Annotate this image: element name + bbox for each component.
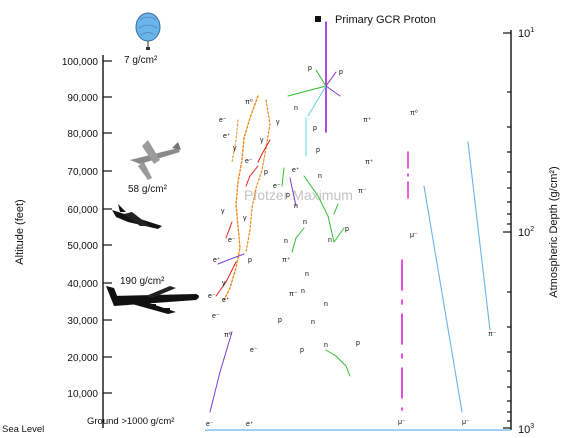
particle-label: p [248,257,252,264]
right-tick-label: 102 [518,226,534,239]
particle-label: e⁻ [206,421,214,428]
left-axis-ticks [103,60,112,394]
pfotzer-maximum-label: Pfotzer Maximum [244,187,353,203]
particle-label: e⁻ [228,237,236,244]
particle-label: e⁺ [222,297,230,304]
particle-label: p [313,125,317,132]
concorde-depth-label: 58 g/cm² [128,184,168,195]
left-tick-label: 40,000 [67,279,98,290]
particle-label: n [284,238,288,245]
particle-label: γ [276,119,280,126]
particle-label: γ [260,137,264,144]
particle-label: π⁺ [363,117,372,124]
ground-depth-label: Ground >1000 g/cm² [87,416,174,427]
left-axis-title: Altitude (feet) [14,199,26,264]
particle-label: μ⁻ [398,419,406,426]
particle-label: p [345,226,349,233]
left-tick-label: 20,000 [67,353,98,364]
right-axis-title: Atmospheric Depth (g/cm²) [548,166,560,297]
particle-label: π⁺ [365,159,374,166]
particle-label: p [278,317,282,324]
balloon-icon [135,12,161,50]
particle-label: e⁻ [250,347,258,354]
particle-label: π⁰ [224,331,232,339]
particle-label: p [300,347,304,354]
particle-label: e⁻ [273,183,281,190]
sea-level-label: Sea Level [2,424,44,435]
particle-label: γ [221,208,225,215]
right-axis: 101 102 103 Atmospheric Depth (g/cm²) [503,27,560,436]
particle-label: μ⁻ [410,232,418,239]
particle-label: π⁻ [358,188,367,195]
particle-label: π⁰ [245,98,253,106]
particle-label: n [305,271,309,278]
particle-label: π⁻ [289,291,298,298]
diagram-title: Primary GCR Proton [335,14,436,26]
particle-label: n [324,301,328,308]
right-tick-label: 103 [518,423,534,436]
primary-proton-marker [315,16,321,22]
u2-plane-icon [130,140,181,180]
particle-label: γ [222,280,226,287]
particle-label: e⁻ [245,158,253,165]
particle-label: e⁺ [246,421,254,428]
particle-label: p [316,147,320,154]
particle-label: n [311,319,315,326]
particle-label: n [324,342,328,349]
particle-label: e⁺ [292,167,300,174]
particle-label: e⁻ [212,313,220,320]
particle-label: p [308,65,312,72]
airliner-icon [106,286,199,314]
particle-label: p [356,340,360,347]
particle-label: n [294,203,298,210]
particle-label: π⁰ [410,109,418,117]
particle-label: p [339,69,343,76]
left-tick-label: 100,000 [62,57,99,68]
particle-label: e⁻ [219,117,227,124]
airliner-depth-label: 190 g/cm² [120,276,165,287]
particle-label: π⁻ [488,331,497,338]
particle-label: π⁺ [282,257,291,264]
left-tick-label: 90,000 [67,93,98,104]
particle-label: n [294,105,298,112]
particle-labels: p p n p p π⁰ γ e⁻ γ e⁺ γ e⁻ p e⁻ e⁺ n π⁺… [206,65,497,428]
particle-label: n [318,173,322,180]
left-axis: 100,000 90,000 80,000 70,000 60,000 50,0… [2,55,112,435]
balloon-depth-label: 7 g/cm² [124,55,158,66]
left-tick-label: 10,000 [67,389,98,400]
particle-label: μ⁻ [462,419,470,426]
particle-label: n [301,288,305,295]
particle-label: e⁺ [223,133,231,140]
particle-label: e⁻ [208,293,216,300]
particle-label: n [328,237,332,244]
particle-label: p [264,169,268,176]
concorde-icon [112,204,162,229]
right-tick-label: 101 [518,27,534,40]
left-tick-label: 80,000 [67,129,98,140]
particle-label: e⁺ [213,257,221,264]
particle-label: γ [233,145,237,152]
left-tick-label: 60,000 [67,205,98,216]
particle-label: n [303,219,307,226]
particle-tracks [209,21,491,413]
particle-label: γ [243,215,247,222]
particle-label: p [286,192,290,199]
left-tick-label: 30,000 [67,316,98,327]
left-tick-label: 70,000 [67,167,98,178]
left-tick-label: 50,000 [67,241,98,252]
